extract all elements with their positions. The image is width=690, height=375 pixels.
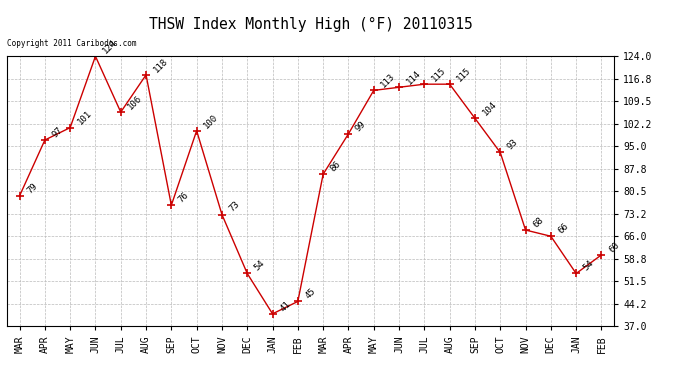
Text: 113: 113 <box>380 72 397 90</box>
Text: 100: 100 <box>202 112 220 130</box>
Text: 60: 60 <box>607 240 621 254</box>
Text: 99: 99 <box>354 119 368 133</box>
Text: 66: 66 <box>556 222 571 236</box>
Text: 73: 73 <box>228 200 242 214</box>
Text: 54: 54 <box>582 259 595 273</box>
Text: 79: 79 <box>25 181 39 195</box>
Text: 104: 104 <box>480 100 498 117</box>
Text: 68: 68 <box>531 215 545 229</box>
Text: 41: 41 <box>278 299 292 313</box>
Text: 93: 93 <box>506 138 520 152</box>
Text: 124: 124 <box>101 38 119 56</box>
Text: 118: 118 <box>152 56 169 74</box>
Text: 86: 86 <box>328 159 343 173</box>
Text: 45: 45 <box>304 286 317 301</box>
Text: Copyright 2011 Caribodos.com: Copyright 2011 Caribodos.com <box>7 39 137 48</box>
Text: 54: 54 <box>253 259 267 273</box>
Text: 101: 101 <box>76 109 93 127</box>
Text: 115: 115 <box>455 66 473 83</box>
Text: 115: 115 <box>430 66 448 83</box>
Text: 114: 114 <box>404 69 422 87</box>
Text: 106: 106 <box>126 94 144 111</box>
Text: 76: 76 <box>177 190 191 204</box>
Text: THSW Index Monthly High (°F) 20110315: THSW Index Monthly High (°F) 20110315 <box>148 17 473 32</box>
Text: 97: 97 <box>50 125 64 139</box>
